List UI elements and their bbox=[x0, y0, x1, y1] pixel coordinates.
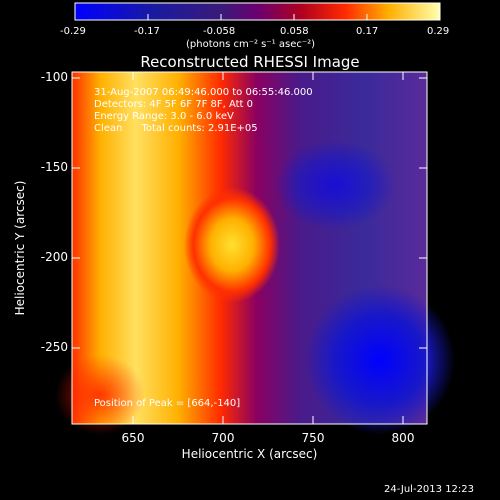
x-axis-label: Heliocentric X (arcsec) bbox=[181, 447, 318, 461]
y-tick-label: -100 bbox=[40, 70, 68, 84]
peak-position-text: Position of Peak = [664,-140] bbox=[94, 398, 241, 409]
y-tick-label: -250 bbox=[40, 340, 68, 354]
x-tick-label: 700 bbox=[211, 431, 235, 445]
footer-timestamp: 24-Jul-2013 12:23 bbox=[384, 484, 475, 495]
colorbar-label-2: -0.058 bbox=[203, 26, 236, 37]
colorbar bbox=[74, 2, 441, 21]
x-tick-label: 800 bbox=[391, 431, 415, 445]
image-panel bbox=[55, 72, 455, 435]
colorbar-unit-label: (photons cm⁻² s⁻¹ asec⁻²) bbox=[186, 39, 316, 50]
colorbar-label-4: 0.17 bbox=[356, 26, 379, 37]
x-tick-label: 650 bbox=[121, 431, 145, 445]
y-tick-label: -200 bbox=[40, 250, 68, 264]
colorbar-ticks bbox=[147, 14, 368, 20]
info-clean-counts: Clean Total counts: 2.91E+05 bbox=[94, 123, 258, 134]
info-detectors: Detectors: 4F 5F 6F 7F 8F, Att 0 bbox=[94, 99, 254, 110]
plot-title: Reconstructed RHESSI Image bbox=[140, 53, 360, 71]
y-tick-label: -150 bbox=[40, 160, 68, 174]
colorbar-label-1: -0.17 bbox=[134, 26, 160, 37]
colorbar-label-0: -0.29 bbox=[60, 26, 86, 37]
info-observation-time: 31-Aug-2007 06:49:46.000 to 06:55:46.000 bbox=[94, 87, 313, 98]
colorbar-label-5: 0.29 bbox=[427, 26, 450, 37]
plot-frame bbox=[71, 71, 428, 425]
y-axis-ticks bbox=[72, 77, 427, 349]
colorbar-label-3: 0.058 bbox=[280, 26, 309, 37]
x-tick-label: 750 bbox=[301, 431, 325, 445]
x-axis-ticks bbox=[132, 72, 404, 424]
info-energy-range: Energy Range: 3.0 - 6.0 keV bbox=[94, 111, 234, 122]
y-axis-label: Heliocentric Y (arcsec) bbox=[13, 181, 27, 316]
